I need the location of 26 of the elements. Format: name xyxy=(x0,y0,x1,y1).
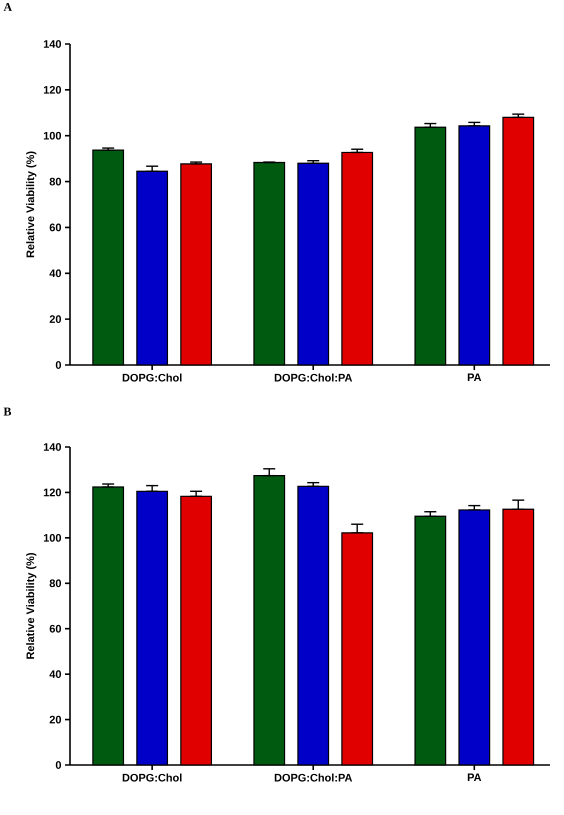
y-tick-label: 120 xyxy=(44,488,62,496)
x-tick-label: DOPG:Chol:PA xyxy=(274,374,352,382)
y-tick-label: 100 xyxy=(44,534,62,542)
x-tick-label: DOPG:Chol:PA xyxy=(274,774,352,782)
x-tick-label: DOPG:Chol xyxy=(122,774,182,782)
y-tick-label: 20 xyxy=(50,716,62,724)
x-tick-label: DOPG:Chol xyxy=(122,374,182,382)
chart-title: B xyxy=(4,408,12,416)
y-tick-label: 60 xyxy=(50,224,62,232)
y-axis-title: Relative Viability (%) xyxy=(26,553,36,659)
y-tick-label: 140 xyxy=(44,40,62,48)
y-tick-label: 60 xyxy=(50,624,62,633)
y-tick-label: 40 xyxy=(49,269,62,278)
y-tick-label: 80 xyxy=(50,178,62,186)
y-tick-label: 0 xyxy=(56,761,62,769)
y-axis-title: Relative Viability (%) xyxy=(26,152,36,258)
chart-title: A xyxy=(4,3,12,11)
y-tick-label: 120 xyxy=(44,86,62,94)
y-tick-label: 40 xyxy=(49,670,62,678)
y-tick-label: 0 xyxy=(56,361,62,369)
y-tick-label: 80 xyxy=(50,579,62,588)
y-tick-label: 100 xyxy=(44,132,62,140)
x-tick-label: PA xyxy=(468,774,482,782)
x-tick-label: PA xyxy=(468,374,482,382)
y-tick-label: 140 xyxy=(44,443,62,451)
y-tick-label: 20 xyxy=(50,315,62,324)
